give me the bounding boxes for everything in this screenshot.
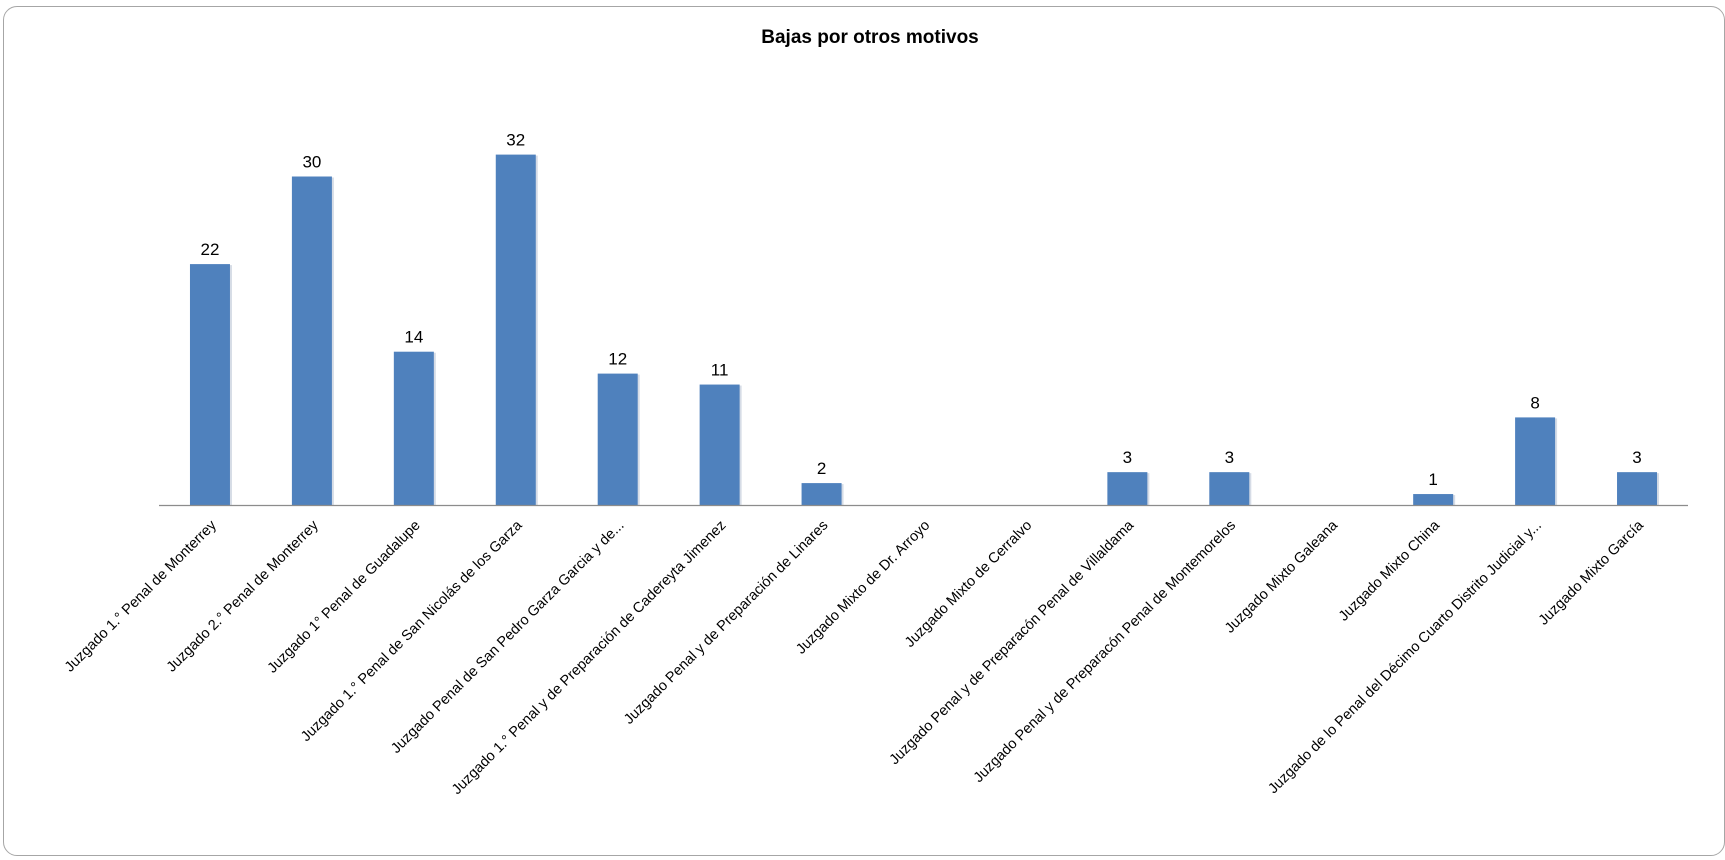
data-label: 3 [1632,448,1641,467]
bar [699,384,740,505]
data-label: 22 [201,240,220,259]
bar [801,483,842,505]
data-label: 2 [817,459,826,478]
data-label: 3 [1225,448,1234,467]
chart-frame [3,6,1725,856]
data-label: 14 [404,328,423,347]
data-label: 8 [1530,393,1539,412]
bar [1107,472,1148,505]
data-label: 11 [711,361,729,380]
bar [597,373,638,505]
bar [1515,417,1556,505]
bar [495,154,536,505]
chart-title: Bajas por otros motivos [761,27,979,48]
data-labels-group: 22 30 14 32 12 11 2 3 3 1 8 3 [201,131,1642,489]
x-tick-label: Juzgado Penal de San Pedro Garza Garcia … [388,518,627,757]
bar [189,264,230,505]
x-tick-label: Juzgado Mixto García [1536,517,1648,629]
bar [393,351,434,505]
data-label: 3 [1123,448,1132,467]
data-label: 32 [506,131,525,150]
x-tick-label: Juzgado Mixto Galeana [1222,517,1342,637]
data-label: 30 [302,153,321,172]
bar [1413,494,1454,505]
x-tick-label: Juzgado Penal y de Preparacón Penal de V… [887,517,1138,768]
x-tick-label: Juzgado Penal y de Preparación de Linare… [621,518,831,728]
x-tick-label: Juzgado Mixto China [1336,517,1444,625]
bar [291,176,332,505]
bar [1209,472,1250,505]
data-label: 12 [608,350,627,369]
bars-group [189,154,1660,506]
data-label: 1 [1428,470,1437,489]
bar [1617,472,1658,505]
x-tick-label: Juzgado 1.° Penal de San Nicolás de los … [298,517,526,745]
